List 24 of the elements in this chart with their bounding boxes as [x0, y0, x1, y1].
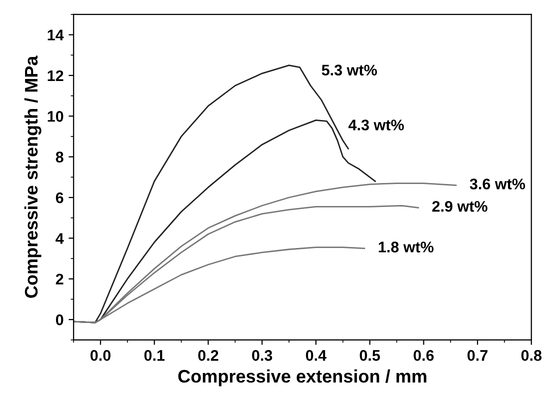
x-tick-label: 0.0 [90, 350, 110, 361]
y-tick-label: 12 [48, 70, 64, 81]
x-tick-label: 0.6 [414, 350, 434, 361]
y-tick-label: 10 [48, 111, 64, 122]
y-tick-label: 2 [56, 274, 64, 284]
series-label: 1.8 wt% [378, 242, 434, 252]
y-tick-label: 0 [56, 314, 64, 326]
series-label: 5.3 wt% [322, 64, 377, 76]
x-tick-label: 0.1 [144, 350, 165, 361]
series-label: 2.9 wt% [432, 200, 488, 212]
series-label: 4.3 wt% [348, 120, 404, 130]
y-tick-label: 14 [48, 30, 64, 40]
x-tick-label: 0.3 [252, 350, 272, 361]
y-axis-title: Compressive strength / MPa [24, 56, 42, 298]
y-tick-label: 8 [56, 152, 64, 163]
x-tick-label: 0.5 [360, 350, 380, 361]
series-label: 3.6 wt% [470, 178, 526, 190]
x-tick-label: 0.2 [198, 350, 218, 361]
x-tick-label: 0.8 [521, 350, 542, 361]
y-tick-label: 4 [56, 233, 64, 244]
x-axis-title: Compressive extension / mm [178, 369, 426, 386]
x-tick-label: 0.7 [468, 350, 488, 361]
y-tick-label: 6 [56, 192, 64, 204]
x-tick-label: 0.4 [306, 350, 326, 361]
